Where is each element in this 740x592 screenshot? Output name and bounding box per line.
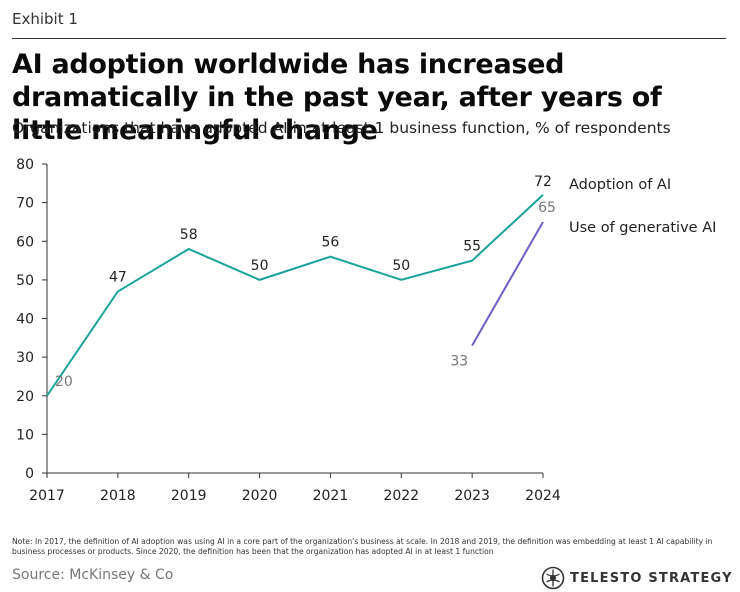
x-tick-label: 2021: [313, 488, 349, 504]
x-tick-label: 2018: [100, 488, 136, 504]
data-label: 65: [538, 200, 556, 216]
data-label: 20: [55, 374, 73, 390]
data-label: 72: [534, 174, 552, 190]
telesto-logo-icon: [541, 566, 565, 590]
x-tick-label: 2020: [242, 488, 278, 504]
data-label: 47: [109, 269, 127, 285]
footnote: Note: In 2017, the definition of AI adop…: [12, 537, 713, 556]
y-tick-label: 30: [16, 350, 34, 366]
data-label: 50: [251, 258, 269, 274]
y-tick-label: 0: [25, 466, 34, 482]
logo-text: TELESTO STRATEGY: [570, 570, 733, 586]
y-tick-label: 50: [16, 273, 34, 289]
telesto-logo: TELESTO STRATEGY: [541, 566, 733, 590]
series-label: Adoption of AI: [569, 177, 671, 193]
header-divider: [12, 38, 726, 39]
data-label: 50: [392, 258, 410, 274]
chart-title: AI adoption worldwide has increased dram…: [12, 49, 662, 146]
data-label: 56: [322, 235, 340, 251]
data-label: 55: [463, 239, 481, 255]
x-tick-label: 2019: [171, 488, 207, 504]
x-tick-label: 2022: [383, 488, 419, 504]
x-tick-label: 2023: [454, 488, 490, 504]
y-tick-label: 60: [16, 234, 34, 250]
chart-subtitle: Organizations that have adopted AI in at…: [12, 119, 671, 137]
x-tick-label: 2017: [29, 488, 65, 504]
y-tick-label: 80: [16, 157, 34, 173]
data-label: 58: [180, 227, 198, 243]
data-label: 33: [450, 354, 468, 370]
series-label: Use of generative AI: [569, 220, 716, 236]
exhibit-label: Exhibit 1: [12, 10, 78, 28]
y-tick-label: 20: [16, 389, 34, 405]
y-tick-label: 40: [16, 312, 34, 328]
y-tick-label: 10: [16, 427, 34, 443]
source-text: Source: McKinsey & Co: [12, 567, 174, 583]
y-tick-label: 70: [16, 196, 34, 212]
series-line: [46, 194, 544, 397]
series-line: [471, 221, 544, 347]
x-tick-label: 2024: [525, 488, 561, 504]
